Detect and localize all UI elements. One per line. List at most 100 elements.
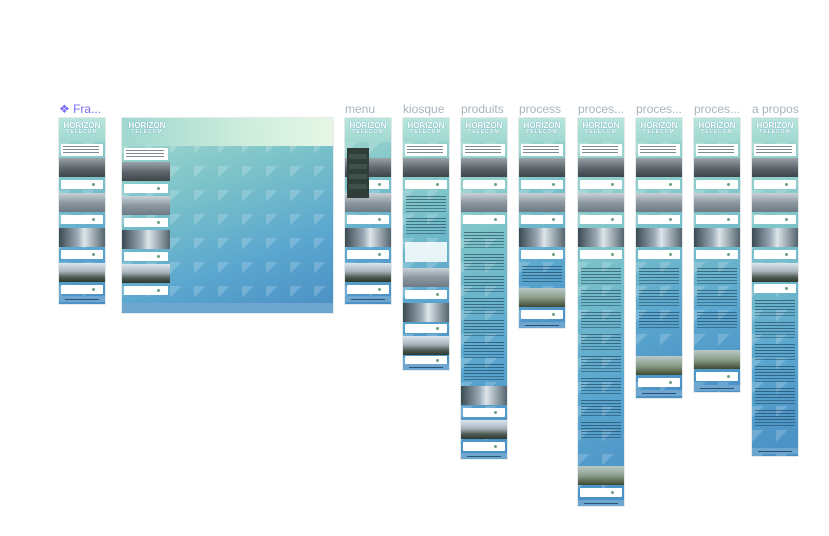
photo-field bbox=[519, 288, 565, 307]
header-logo-area: HORIZON TELECOM bbox=[578, 118, 624, 142]
photo-lake bbox=[59, 263, 105, 282]
photo-tower bbox=[578, 228, 624, 247]
nav-button-2[interactable] bbox=[347, 215, 389, 224]
photo-industry bbox=[578, 193, 624, 212]
photo-tower bbox=[752, 228, 798, 247]
nav-button-2[interactable] bbox=[754, 215, 796, 224]
nav-button-1[interactable] bbox=[754, 180, 796, 189]
brand-logo: HORIZON TELECOM bbox=[349, 121, 387, 135]
nav-button-2[interactable] bbox=[463, 215, 505, 224]
footer bbox=[122, 303, 333, 313]
nav-button-2[interactable] bbox=[61, 215, 103, 224]
nav-button-3[interactable] bbox=[696, 250, 738, 259]
frame-process-2[interactable]: HORIZON TELECOM bbox=[578, 118, 624, 506]
nav-button-1[interactable] bbox=[521, 180, 563, 189]
nav-button-4[interactable] bbox=[754, 284, 796, 293]
photo-tower bbox=[59, 228, 105, 247]
nav-button-3[interactable] bbox=[405, 324, 447, 333]
footer bbox=[403, 364, 449, 370]
nav-button-2[interactable] bbox=[580, 215, 622, 224]
nav-button-1[interactable] bbox=[638, 180, 680, 189]
menu-item-1[interactable] bbox=[349, 154, 367, 159]
nav-button-2[interactable] bbox=[405, 290, 447, 299]
brand-logo: HORIZON TELECOM bbox=[128, 121, 166, 135]
nav-button-3[interactable] bbox=[580, 250, 622, 259]
brand-logo: HORIZON TELECOM bbox=[465, 121, 503, 135]
frame-label-produits[interactable]: produits bbox=[461, 102, 504, 116]
nav-button-2[interactable] bbox=[124, 218, 168, 227]
frame-a-propos[interactable]: HORIZON TELECOM bbox=[752, 118, 798, 456]
photo-city bbox=[122, 162, 170, 181]
frame-kiosque[interactable]: HORIZON TELECOM bbox=[403, 118, 449, 370]
intro-text bbox=[754, 144, 796, 156]
frame-label-frames[interactable]: ❖ Fra... bbox=[59, 102, 102, 116]
photo-city bbox=[752, 158, 798, 177]
photo-industry bbox=[403, 268, 449, 287]
intro-text bbox=[638, 144, 680, 156]
frame-produits[interactable]: HORIZON TELECOM bbox=[461, 118, 507, 459]
header-logo-area: HORIZON TELECOM bbox=[519, 118, 565, 142]
nav-button-4[interactable] bbox=[638, 378, 680, 387]
desktop-header: HORIZON TELECOM bbox=[122, 118, 333, 146]
nav-button-2[interactable] bbox=[521, 215, 563, 224]
frame-process[interactable]: HORIZON TELECOM bbox=[519, 118, 565, 328]
frame-label-kiosque[interactable]: kiosque bbox=[403, 102, 445, 116]
menu-item-4[interactable] bbox=[349, 184, 367, 189]
photo-lake bbox=[461, 420, 507, 439]
nav-button-2[interactable] bbox=[696, 215, 738, 224]
nav-button-4[interactable] bbox=[405, 356, 447, 365]
menu-item-3[interactable] bbox=[349, 174, 367, 179]
nav-button-3[interactable] bbox=[638, 250, 680, 259]
nav-button-3[interactable] bbox=[521, 250, 563, 259]
nav-button-4[interactable] bbox=[696, 372, 738, 381]
nav-button-1[interactable] bbox=[580, 180, 622, 189]
frame-process-3[interactable]: HORIZON TELECOM bbox=[636, 118, 682, 398]
nav-button-3[interactable] bbox=[347, 250, 389, 259]
nav-button-3[interactable] bbox=[754, 250, 796, 259]
photo-tower bbox=[403, 303, 449, 322]
frame-menu[interactable]: HORIZON TELECOM bbox=[345, 118, 391, 304]
frame-label-a-propos[interactable]: a propos bbox=[752, 102, 799, 116]
nav-button-4[interactable] bbox=[347, 285, 389, 294]
nav-button-1[interactable] bbox=[463, 180, 505, 189]
nav-button-4[interactable] bbox=[61, 285, 103, 294]
photo-city bbox=[519, 158, 565, 177]
nav-button-1[interactable] bbox=[405, 180, 447, 189]
frame-label-menu[interactable]: menu bbox=[345, 102, 376, 116]
photo-field bbox=[636, 356, 682, 375]
nav-button-1[interactable] bbox=[61, 180, 103, 189]
nav-button-4[interactable] bbox=[580, 488, 622, 497]
footer bbox=[519, 322, 565, 328]
nav-button-4[interactable] bbox=[521, 310, 563, 319]
frame-desktop[interactable]: HORIZON TELECOM bbox=[122, 118, 333, 313]
brand-logo: HORIZON TELECOM bbox=[756, 121, 794, 135]
nav-button-1[interactable] bbox=[124, 184, 168, 193]
frame-label-process[interactable]: process bbox=[519, 102, 562, 116]
photo-lake bbox=[122, 264, 170, 283]
photo-city bbox=[461, 158, 507, 177]
menu-overlay[interactable] bbox=[347, 148, 369, 198]
frame-label-process-2[interactable]: proces... bbox=[578, 102, 625, 116]
frame-process-4[interactable]: HORIZON TELECOM bbox=[694, 118, 740, 392]
photo-city bbox=[636, 158, 682, 177]
nav-button-3[interactable] bbox=[124, 252, 168, 261]
nav-button-2[interactable] bbox=[638, 215, 680, 224]
nav-button-1[interactable] bbox=[696, 180, 738, 189]
frame-home[interactable]: HORIZON TELECOM bbox=[59, 118, 105, 304]
intro-text bbox=[463, 144, 505, 156]
photo-lake bbox=[403, 336, 449, 355]
nav-button-3[interactable] bbox=[61, 250, 103, 259]
photo-tower bbox=[345, 228, 391, 247]
nav-button-3[interactable] bbox=[463, 408, 505, 417]
intro-text bbox=[696, 144, 738, 156]
header-logo-area: HORIZON TELECOM bbox=[694, 118, 740, 142]
nav-button-4[interactable] bbox=[124, 286, 168, 295]
nav-button-4[interactable] bbox=[463, 442, 505, 451]
frame-label-process-4[interactable]: proces... bbox=[694, 102, 741, 116]
menu-item-2[interactable] bbox=[349, 164, 367, 169]
photo-industry bbox=[519, 193, 565, 212]
photo-industry bbox=[122, 196, 170, 215]
photo-industry bbox=[59, 193, 105, 212]
frame-label-process-3[interactable]: proces... bbox=[636, 102, 683, 116]
kiosque-card bbox=[405, 242, 447, 262]
